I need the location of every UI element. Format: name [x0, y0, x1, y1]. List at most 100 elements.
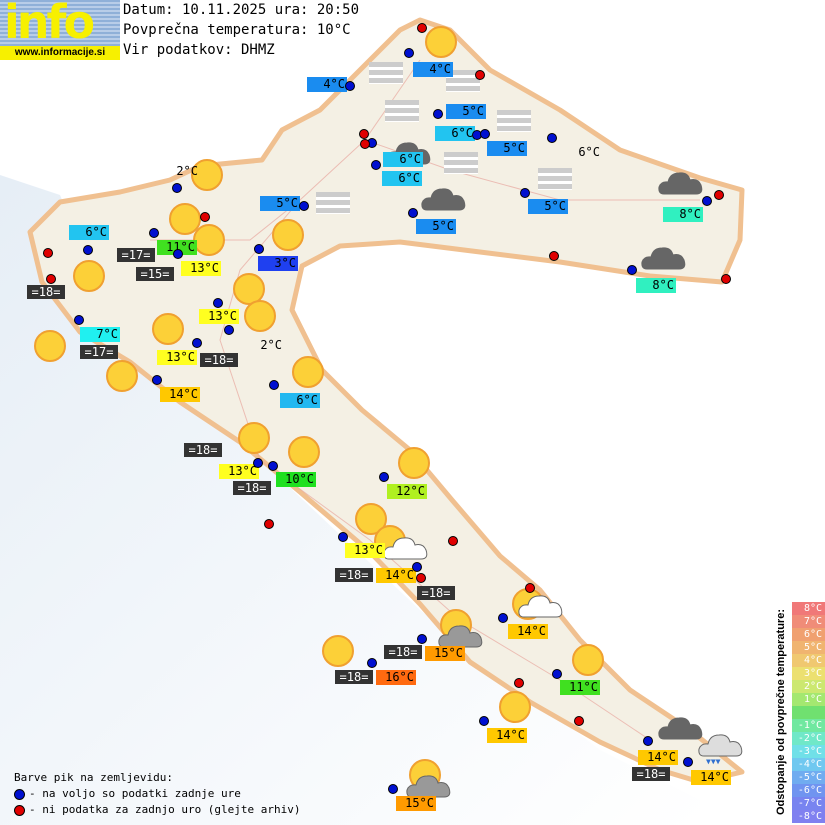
- sun-icon: [238, 422, 270, 454]
- station-dot-available[interactable]: [547, 133, 557, 143]
- temperature-label: 14°C: [691, 770, 731, 785]
- station-dot-available[interactable]: [268, 461, 278, 471]
- temperature-label: 14°C: [508, 624, 548, 639]
- station-dot-available[interactable]: [683, 757, 693, 767]
- temperature-label: 13°C: [157, 350, 197, 365]
- fog-icon: [444, 152, 478, 174]
- station-dot-available[interactable]: [254, 244, 264, 254]
- station-dot-missing[interactable]: [360, 139, 370, 149]
- station-dot-available[interactable]: [192, 338, 202, 348]
- station-dot-available[interactable]: [408, 208, 418, 218]
- station-dot-missing[interactable]: [549, 251, 559, 261]
- sea-temperature-label: =18=: [200, 353, 238, 367]
- temperature-label: 7°C: [80, 327, 120, 342]
- logo[interactable]: info www.informacije.si: [0, 0, 120, 60]
- temperature-label: 10°C: [276, 472, 316, 487]
- station-dot-available[interactable]: [480, 129, 490, 139]
- station-dot-available[interactable]: [172, 183, 182, 193]
- logo-url[interactable]: www.informacije.si: [0, 46, 120, 60]
- station-dot-missing[interactable]: [525, 583, 535, 593]
- station-dot-available[interactable]: [379, 472, 389, 482]
- cloud-icon: [641, 243, 687, 275]
- station-dot-available[interactable]: [627, 265, 637, 275]
- station-dot-available[interactable]: [269, 380, 279, 390]
- station-dot-available[interactable]: [338, 532, 348, 542]
- temperature-label: 8°C: [636, 278, 676, 293]
- station-dot-missing[interactable]: [714, 190, 724, 200]
- cloud-icon: [438, 621, 484, 653]
- sea-temperature-label: =18=: [233, 481, 271, 495]
- station-dot-missing[interactable]: [514, 678, 524, 688]
- station-dot-available[interactable]: [643, 736, 653, 746]
- temperature-label: 8°C: [663, 207, 703, 222]
- station-dot-missing[interactable]: [448, 536, 458, 546]
- station-dot-available[interactable]: [479, 716, 489, 726]
- station-dot-missing[interactable]: [43, 248, 53, 258]
- cloud-icon: [518, 591, 564, 623]
- station-dot-available[interactable]: [412, 562, 422, 572]
- fog-icon: [369, 62, 403, 84]
- station-dot-available[interactable]: [299, 201, 309, 211]
- station-legend: Barve pik na zemljevidu: - na voljo so p…: [14, 770, 301, 818]
- scale-step: -4°C: [792, 758, 825, 771]
- station-dot-available[interactable]: [520, 188, 530, 198]
- station-dot-missing[interactable]: [46, 274, 56, 284]
- station-dot-missing[interactable]: [416, 573, 426, 583]
- station-dot-available[interactable]: [371, 160, 381, 170]
- station-dot-available[interactable]: [149, 228, 159, 238]
- station-dot-available[interactable]: [498, 613, 508, 623]
- scale-step: 8°C: [792, 602, 825, 615]
- station-dot-available[interactable]: [345, 81, 355, 91]
- temperature-label: 11°C: [560, 680, 600, 695]
- station-dot-available[interactable]: [388, 784, 398, 794]
- station-dot-available[interactable]: [224, 325, 234, 335]
- sea-temperature-label: =18=: [632, 767, 670, 781]
- sea-area: [0, 175, 700, 825]
- temperature-label: 2°C: [176, 164, 198, 178]
- station-dot-available[interactable]: [417, 634, 427, 644]
- sea-temperature-label: =18=: [384, 645, 422, 659]
- fog-icon: [538, 168, 572, 190]
- sun-icon: [73, 260, 105, 292]
- station-dot-missing[interactable]: [264, 519, 274, 529]
- scale-step: -5°C: [792, 771, 825, 784]
- rain-icon: [698, 730, 744, 762]
- sun-icon: [398, 447, 430, 479]
- scale-step: 4°C: [792, 654, 825, 667]
- station-dot-missing[interactable]: [721, 274, 731, 284]
- station-dot-available[interactable]: [367, 658, 377, 668]
- sea-temperature-label: =17=: [80, 345, 118, 359]
- station-dot-missing[interactable]: [475, 70, 485, 80]
- station-dot-available[interactable]: [74, 315, 84, 325]
- sun-icon: [193, 224, 225, 256]
- station-dot-available[interactable]: [253, 458, 263, 468]
- temperature-label: 13°C: [219, 464, 259, 479]
- station-dot-available[interactable]: [152, 375, 162, 385]
- sun-icon: [499, 691, 531, 723]
- sun-icon: [572, 644, 604, 676]
- temperature-label: 5°C: [446, 104, 486, 119]
- temperature-label: 5°C: [487, 141, 527, 156]
- station-dot-available[interactable]: [213, 298, 223, 308]
- station-dot-available[interactable]: [83, 245, 93, 255]
- station-dot-missing[interactable]: [359, 129, 369, 139]
- station-dot-missing[interactable]: [574, 716, 584, 726]
- sea-temperature-label: =15=: [136, 267, 174, 281]
- sea-temperature-label: =18=: [335, 670, 373, 684]
- station-dot-available[interactable]: [702, 196, 712, 206]
- station-dot-available[interactable]: [433, 109, 443, 119]
- avg-temp-line: Povprečna temperatura: 10°C: [123, 22, 351, 38]
- temperature-label: 15°C: [396, 796, 436, 811]
- station-dot-missing[interactable]: [200, 212, 210, 222]
- sun-icon: [152, 313, 184, 345]
- station-dot-available[interactable]: [552, 669, 562, 679]
- station-dot-missing[interactable]: [417, 23, 427, 33]
- station-dot-available[interactable]: [404, 48, 414, 58]
- scale-step: -7°C: [792, 797, 825, 810]
- temperature-label: 5°C: [260, 196, 300, 211]
- station-dot-available[interactable]: [173, 249, 183, 259]
- temperature-label: 12°C: [387, 484, 427, 499]
- temperature-label: 14°C: [487, 728, 527, 743]
- temperature-label: 4°C: [307, 77, 347, 92]
- scale-step: 3°C: [792, 667, 825, 680]
